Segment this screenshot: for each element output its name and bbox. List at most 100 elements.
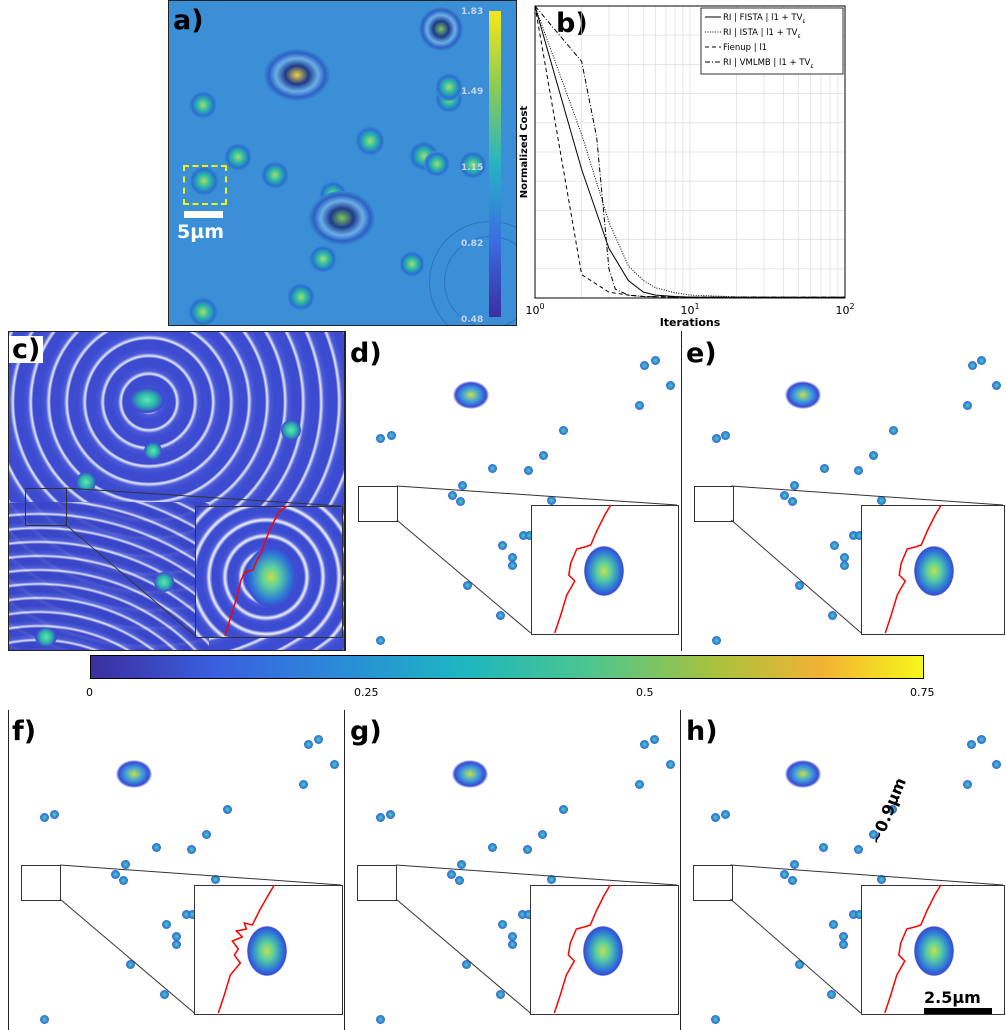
main-colorbar-tick: 0.5 [636, 686, 654, 699]
bead [355, 126, 385, 156]
panel-c-raw-reconstruction: c) [8, 331, 345, 651]
bead [455, 497, 465, 506]
bead [523, 845, 533, 854]
bead [992, 760, 1002, 769]
bead [189, 166, 219, 196]
bead [314, 735, 324, 744]
zoom-source-box [692, 865, 733, 901]
panel-d-reconstruction [345, 331, 681, 651]
zoom-inset [860, 885, 1005, 1015]
bead [518, 910, 528, 919]
bead [839, 940, 849, 949]
bead [435, 73, 463, 101]
bead [189, 91, 217, 119]
zoom-source-box [25, 488, 67, 526]
bead [121, 860, 130, 869]
profile-line [884, 884, 942, 1014]
bead [640, 740, 650, 749]
noise-region [9, 502, 209, 650]
bead [188, 297, 218, 325]
bead [399, 251, 425, 277]
profile-line [553, 884, 611, 1014]
bead [224, 143, 252, 171]
bead [210, 875, 220, 884]
bead [187, 845, 197, 854]
bead [129, 387, 165, 413]
bead [720, 810, 730, 819]
bead [287, 283, 315, 311]
bead [446, 870, 456, 879]
bead [635, 401, 645, 410]
bead [538, 830, 548, 839]
profile-line [217, 884, 275, 1014]
bead-pair [913, 926, 954, 976]
legend-entry: Fienup | l1 [723, 43, 767, 53]
bead [459, 151, 487, 179]
bead [877, 496, 886, 505]
x-tick-label: 102 [835, 302, 854, 317]
bead [375, 813, 385, 822]
bead [710, 813, 720, 822]
bead-pair [583, 546, 624, 596]
bead [795, 581, 805, 590]
bead-cluster [115, 760, 152, 788]
main-colorbar-tick: 0 [86, 686, 93, 699]
panel-label-d: d) [350, 338, 382, 369]
region-of-interest-box [183, 165, 227, 205]
bead-cluster [264, 49, 330, 101]
zoom-lines [730, 485, 1004, 634]
bead [202, 830, 212, 839]
bead-pair [914, 546, 955, 596]
x-tick-label: 100 [525, 302, 544, 317]
bead [151, 843, 161, 852]
bead [640, 361, 650, 370]
bead [992, 381, 1002, 390]
bead-cluster [451, 760, 488, 788]
bead [462, 960, 472, 969]
bead [524, 910, 534, 919]
legend-entry: RI | ISTA | l1 + TVε [723, 28, 801, 40]
bead [110, 870, 120, 879]
bead [424, 151, 450, 177]
bead [188, 910, 198, 919]
bead [558, 805, 568, 814]
bead [329, 760, 339, 769]
panel-h-scalebar-bar [924, 1008, 992, 1014]
bead [447, 491, 457, 500]
bead [261, 161, 289, 189]
bead [650, 735, 660, 744]
bead-cluster [785, 381, 822, 409]
zoom-source-box [21, 865, 62, 901]
bead [665, 760, 675, 769]
panel-e-reconstruction [681, 331, 1006, 651]
series-line-0 [534, 5, 845, 298]
scalebar-bar [184, 211, 223, 218]
chart-axes-box [534, 5, 846, 299]
x-tick-label: 101 [680, 302, 699, 317]
bead [650, 356, 660, 365]
bead [144, 442, 162, 460]
bead [39, 1015, 49, 1024]
zoom-source-box [693, 486, 734, 522]
bead [376, 636, 386, 645]
panel-label-b: b) [556, 8, 588, 39]
legend-entry: RI | FISTA | l1 + TVε [723, 13, 806, 25]
bead [457, 860, 466, 869]
bead [281, 420, 301, 440]
bead [118, 876, 128, 885]
panel-label-h: h) [686, 716, 718, 747]
bead [547, 496, 556, 505]
y-axis-label: Normalized Cost [519, 106, 530, 199]
bead [49, 810, 59, 819]
bead [309, 245, 337, 273]
legend-box [700, 7, 844, 75]
zoom-lines [395, 864, 678, 1014]
panel-label-e: e) [686, 338, 717, 369]
panel-label-g: g) [350, 716, 382, 747]
zoom-inset [530, 505, 679, 635]
zoom-inset [530, 885, 679, 1015]
bead [876, 875, 886, 884]
bead [710, 1015, 720, 1024]
zoom-inset [195, 506, 343, 638]
bead [457, 481, 467, 490]
